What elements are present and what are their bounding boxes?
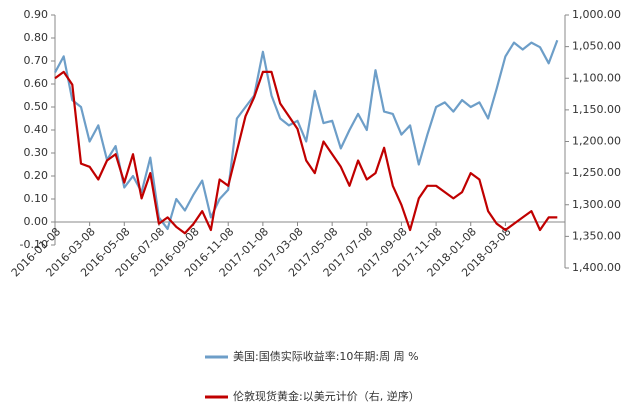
y-tick-label: 0.10 <box>24 192 49 205</box>
legend-label: 美国:国债实际收益率:10年期:周 周 % <box>233 349 419 363</box>
y2-tick-label: 1,000.00 <box>572 8 621 21</box>
y-tick-label: 0.30 <box>24 146 49 159</box>
y-tick-label: 0.50 <box>24 100 49 113</box>
y-tick-label: 0.00 <box>24 215 49 228</box>
y2-tick-label: 1,400.00 <box>572 261 621 274</box>
series-line <box>54 70 558 235</box>
y-tick-label: 0.90 <box>24 8 49 21</box>
y-tick-label: 0.60 <box>24 77 49 90</box>
legend-label: 伦敦现货黄金:以美元计价（右, 逆序） <box>233 389 420 403</box>
y2-tick-label: 1,250.00 <box>572 166 621 179</box>
y-tick-label: 0.20 <box>24 169 49 182</box>
y2-tick-label: 1,150.00 <box>572 103 621 116</box>
y2-tick-label: 1,100.00 <box>572 71 621 84</box>
y2-tick-label: 1,300.00 <box>572 198 621 211</box>
y-tick-label: -0.10 <box>20 238 48 251</box>
y-tick-label: 0.40 <box>24 123 49 136</box>
y-tick-label: 0.70 <box>24 54 49 67</box>
series-line <box>54 39 559 230</box>
y2-tick-label: 1,350.00 <box>572 229 621 242</box>
y2-tick-label: 1,050.00 <box>572 40 621 53</box>
y-tick-label: 0.80 <box>24 31 49 44</box>
y2-tick-label: 1,200.00 <box>572 135 621 148</box>
